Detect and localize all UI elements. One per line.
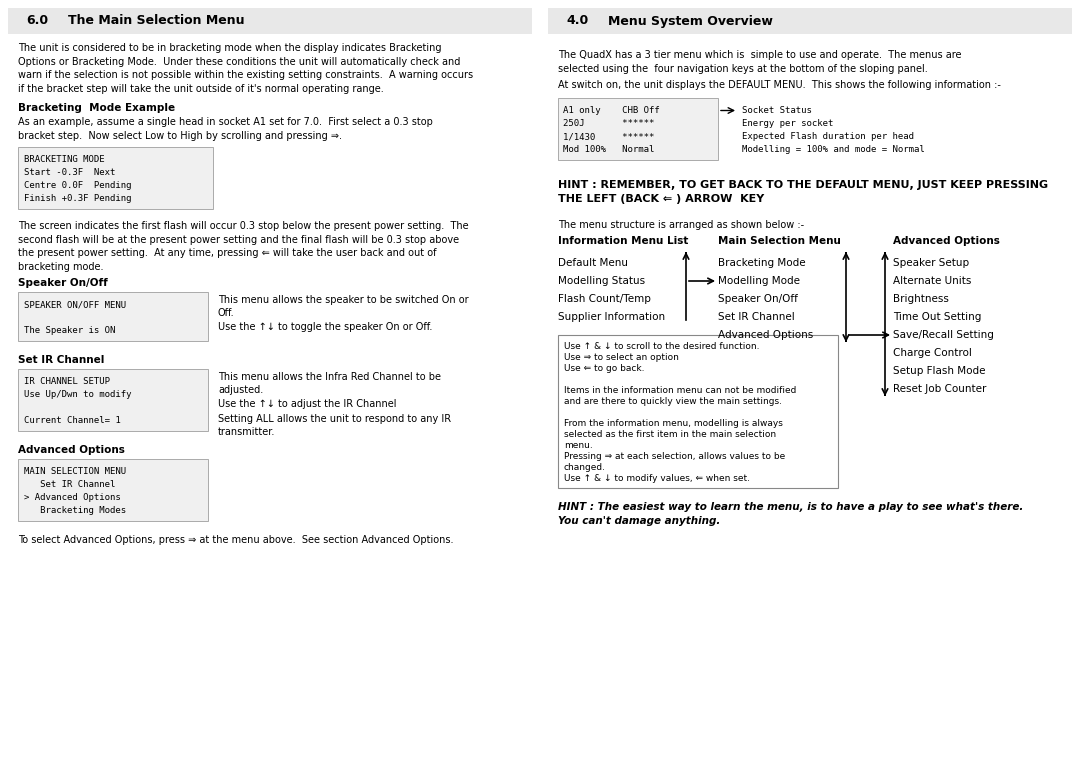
Text: Charge Control: Charge Control [893, 348, 972, 358]
Text: Socket Status: Socket Status [742, 106, 812, 115]
Text: Use ↑ & ↓ to scroll to the desired function.: Use ↑ & ↓ to scroll to the desired funct… [564, 342, 759, 351]
Text: Menu System Overview: Menu System Overview [608, 14, 773, 27]
Text: At switch on, the unit displays the DEFAULT MENU.  This shows the following info: At switch on, the unit displays the DEFA… [558, 80, 1001, 90]
Text: Setup Flash Mode: Setup Flash Mode [893, 366, 986, 376]
Text: Pressing ⇒ at each selection, allows values to be: Pressing ⇒ at each selection, allows val… [564, 452, 785, 461]
Text: selected as the first item in the main selection: selected as the first item in the main s… [564, 430, 777, 439]
Bar [8, 8, 532, 34]
Text: The QuadX has a 3 tier menu which is  simple to use and operate.  The menus are
: The QuadX has a 3 tier menu which is sim… [558, 50, 961, 73]
Text: Set IR Channel: Set IR Channel [718, 312, 795, 322]
Text: Energy per socket: Energy per socket [742, 119, 834, 128]
Text: Advanced Options: Advanced Options [893, 236, 1000, 246]
Bar [558, 335, 838, 488]
Text: and are there to quickly view the main settings.: and are there to quickly view the main s… [564, 397, 782, 406]
Text: HINT : The easiest way to learn the menu, is to have a play to see what's there.: HINT : The easiest way to learn the menu… [558, 502, 1024, 526]
Text: Brightness: Brightness [893, 294, 949, 304]
Text: The Speaker is ON: The Speaker is ON [24, 326, 116, 335]
Text: Set IR Channel: Set IR Channel [18, 355, 105, 365]
Bar [18, 292, 208, 341]
Text: Use the ↑↓ to toggle the speaker On or Off.: Use the ↑↓ to toggle the speaker On or O… [218, 322, 432, 332]
Text: Main Selection Menu: Main Selection Menu [718, 236, 841, 246]
Text: This menu allows the speaker to be switched On or
Off.: This menu allows the speaker to be switc… [218, 295, 469, 318]
Text: Finish +0.3F Pending: Finish +0.3F Pending [24, 194, 132, 203]
Text: The Main Selection Menu: The Main Selection Menu [68, 14, 244, 27]
Bar [558, 98, 718, 160]
Text: Mod 100%   Normal: Mod 100% Normal [563, 145, 654, 154]
Text: Reset Job Counter: Reset Job Counter [893, 384, 986, 394]
Text: Time Out Setting: Time Out Setting [893, 312, 982, 322]
Text: Bracketing  Mode Example: Bracketing Mode Example [18, 103, 175, 113]
Text: As an example, assume a single head in socket A1 set for 7.0.  First select a 0.: As an example, assume a single head in s… [18, 117, 433, 140]
Text: 6.0: 6.0 [26, 14, 49, 27]
Text: 250J       ******: 250J ****** [563, 119, 654, 128]
Bar [18, 369, 208, 431]
Text: Modelling Mode: Modelling Mode [718, 276, 800, 286]
Text: From the information menu, modelling is always: From the information menu, modelling is … [564, 419, 783, 428]
Text: HINT : REMEMBER, TO GET BACK TO THE DEFAULT MENU, JUST KEEP PRESSING
THE LEFT (B: HINT : REMEMBER, TO GET BACK TO THE DEFA… [558, 180, 1048, 204]
Text: Items in the information menu can not be modified: Items in the information menu can not be… [564, 386, 796, 395]
Text: 1/1430     ******: 1/1430 ****** [563, 132, 654, 141]
Text: Current Channel= 1: Current Channel= 1 [24, 416, 121, 425]
Text: Use the ↑↓ to adjust the IR Channel: Use the ↑↓ to adjust the IR Channel [218, 399, 396, 409]
Text: Save/Recall Setting: Save/Recall Setting [893, 330, 994, 340]
Text: Bracketing Mode: Bracketing Mode [718, 258, 806, 268]
Text: Bracketing Modes: Bracketing Modes [24, 506, 126, 515]
Text: To select Advanced Options, press ⇒ at the menu above.  See section Advanced Opt: To select Advanced Options, press ⇒ at t… [18, 535, 454, 545]
Text: Supplier Information: Supplier Information [558, 312, 665, 322]
Text: Speaker On/Off: Speaker On/Off [718, 294, 798, 304]
Text: Speaker Setup: Speaker Setup [893, 258, 969, 268]
Text: SPEAKER ON/OFF MENU: SPEAKER ON/OFF MENU [24, 300, 126, 309]
Text: Expected Flash duration per head: Expected Flash duration per head [742, 132, 914, 141]
Text: Information Menu List: Information Menu List [558, 236, 688, 246]
Text: Alternate Units: Alternate Units [893, 276, 971, 286]
Text: The unit is considered to be in bracketing mode when the display indicates Brack: The unit is considered to be in bracketi… [18, 43, 473, 94]
Text: Modelling = 100% and mode = Normal: Modelling = 100% and mode = Normal [742, 145, 924, 154]
Text: Use ⇒ to select an option: Use ⇒ to select an option [564, 353, 679, 362]
Text: The menu structure is arranged as shown below :-: The menu structure is arranged as shown … [558, 220, 805, 230]
Bar [18, 147, 213, 209]
Text: A1 only    CHB Off: A1 only CHB Off [563, 106, 660, 115]
Text: MAIN SELECTION MENU: MAIN SELECTION MENU [24, 467, 126, 476]
Text: Use Up/Dwn to modify: Use Up/Dwn to modify [24, 390, 132, 399]
Text: Centre 0.0F  Pending: Centre 0.0F Pending [24, 181, 132, 190]
Text: > Advanced Options: > Advanced Options [24, 493, 121, 502]
Text: Flash Count/Temp: Flash Count/Temp [558, 294, 651, 304]
Text: Use ↑ & ↓ to modify values, ⇐ when set.: Use ↑ & ↓ to modify values, ⇐ when set. [564, 474, 750, 483]
Text: Modelling Status: Modelling Status [558, 276, 645, 286]
Text: IR CHANNEL SETUP: IR CHANNEL SETUP [24, 377, 110, 386]
Text: changed.: changed. [564, 463, 606, 472]
Text: Advanced Options: Advanced Options [718, 330, 813, 340]
Bar [18, 459, 208, 521]
Text: Advanced Options: Advanced Options [18, 445, 125, 455]
Text: Use ⇐ to go back.: Use ⇐ to go back. [564, 364, 645, 373]
Text: 4.0: 4.0 [566, 14, 589, 27]
Text: Speaker On/Off: Speaker On/Off [18, 278, 108, 288]
Text: menu.: menu. [564, 441, 593, 450]
Text: BRACKETING MODE: BRACKETING MODE [24, 155, 105, 164]
Text: Setting ALL allows the unit to respond to any IR
transmitter.: Setting ALL allows the unit to respond t… [218, 414, 451, 437]
Text: The screen indicates the first flash will occur 0.3 stop below the present power: The screen indicates the first flash wil… [18, 221, 469, 272]
Text: Default Menu: Default Menu [558, 258, 627, 268]
Text: Start -0.3F  Next: Start -0.3F Next [24, 168, 116, 177]
Text: Set IR Channel: Set IR Channel [24, 480, 116, 489]
Bar [548, 8, 1072, 34]
Text: This menu allows the Infra Red Channel to be
adjusted.: This menu allows the Infra Red Channel t… [218, 372, 441, 395]
